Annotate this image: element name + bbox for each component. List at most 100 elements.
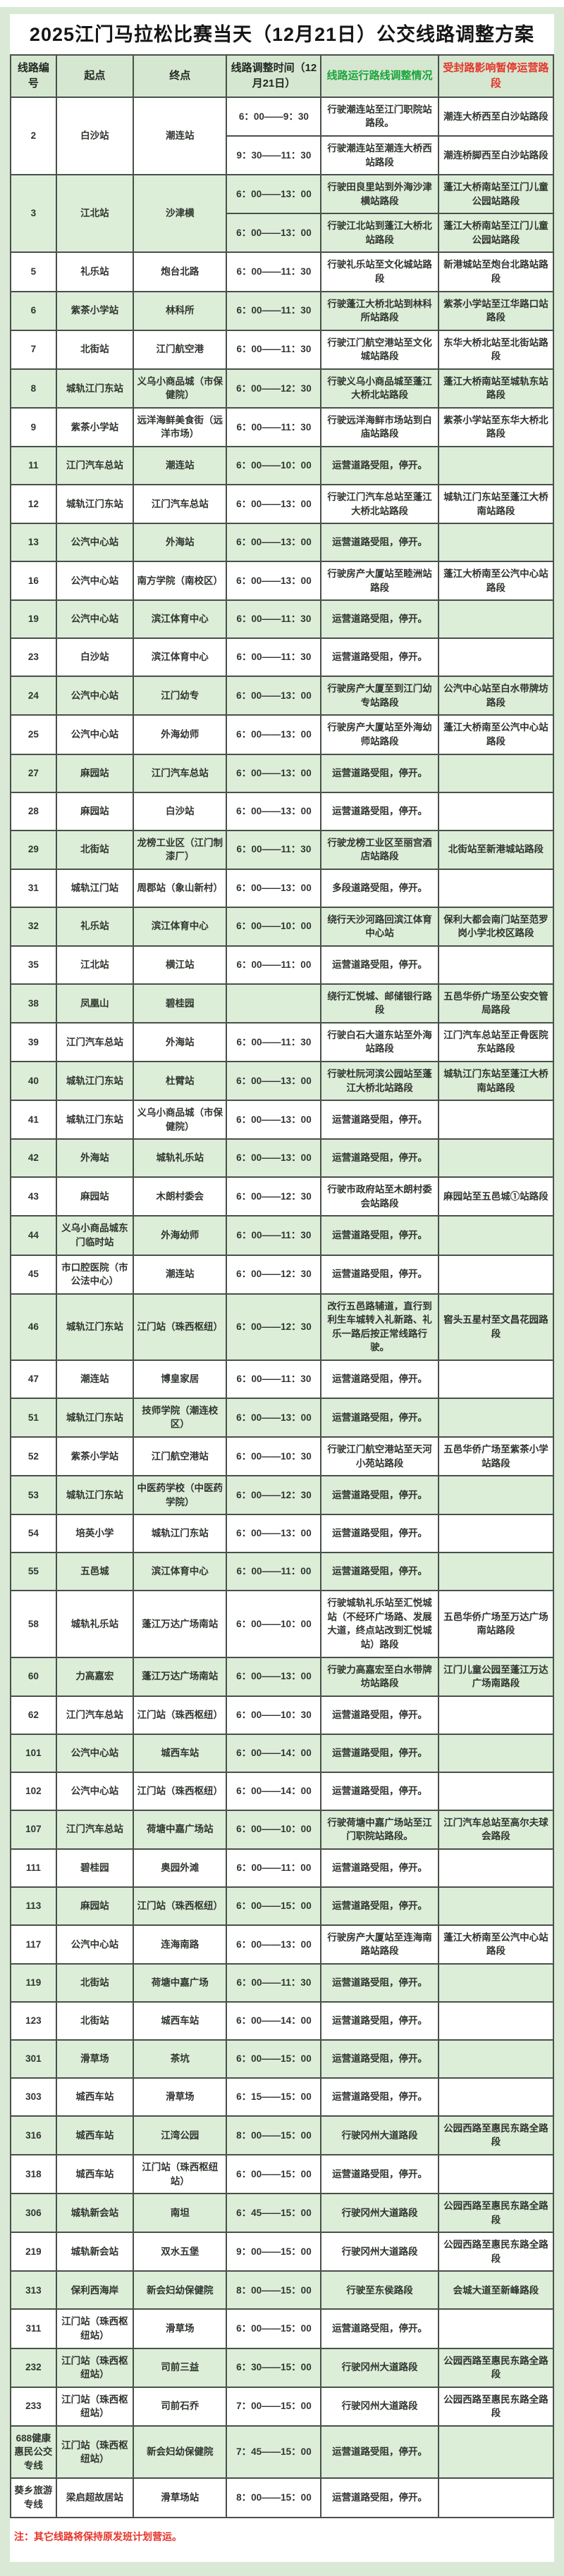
- cell-adjustment: 绕行汇悦城、邮储银行路段: [320, 983, 439, 1023]
- cell-route-no: 47: [10, 1359, 57, 1399]
- cell-start: 公汽中心站: [55, 714, 135, 755]
- cell-suspended: [437, 2477, 555, 2518]
- cell-route-no: 35: [10, 945, 57, 985]
- table-row: 60 力高嘉宏 蓬江万达广场南站 6：00——13：00 行驶力高嘉宏至白水带牌坊站路段…: [10, 1656, 555, 1697]
- cell-start: 紫茶小学站: [55, 406, 135, 448]
- cell-end: 滑草场: [132, 2308, 228, 2349]
- cell-adjustment: 运营道路受阻，停开。: [320, 1138, 439, 1178]
- cell-adjustment: 运营道路受阻，停开。: [320, 1100, 439, 1140]
- cell-time: 6：00——13：00: [226, 174, 322, 215]
- cell-adjustment: 运营道路受阻，停开。: [320, 1733, 439, 1773]
- table-row: 54 培英小学 城轨江门东站 6：00——13：00 运营道路受阻，停开。: [10, 1514, 555, 1554]
- notice-page: 2025江门马拉松比赛当天（12月21日）公交线路调整方案 线路编号 起点 终点…: [0, 7, 564, 2576]
- cell-time: 6：00——11：00: [226, 945, 322, 985]
- cell-start: 城西车站: [55, 2154, 135, 2195]
- cell-route-no: 232: [10, 2347, 57, 2388]
- cell-end: 龙榜工业区（江门制漆厂）: [132, 829, 228, 870]
- cell-start: 北街站: [55, 1962, 135, 2003]
- header-end: 终点: [132, 54, 228, 98]
- cell-suspended: [437, 1254, 555, 1295]
- cell-adjustment: 行驶冈州大道路段: [320, 2386, 439, 2427]
- cell-end: 义乌小商品城（市保健院）: [132, 368, 228, 409]
- cell-adjustment: 行驶龙榜工业区至丽宫酒店站路段: [320, 829, 439, 870]
- cell-route-no: 13: [10, 523, 57, 563]
- cell-adjustment: 行驶白石大道东站至外海站路段: [320, 1021, 439, 1063]
- table-row: 102 公汽中心站 江门站（珠西枢纽） 6：00——14：00 运营道路受阻，停开。: [10, 1771, 555, 1811]
- cell-route-no: 54: [10, 1514, 57, 1554]
- cell-start: 城轨江门东站: [55, 1061, 135, 1102]
- cell-suspended: 会城大道至新峰路段: [437, 2270, 555, 2310]
- cell-end: 司前石乔: [132, 2386, 228, 2427]
- cell-suspended: 潮连大桥西至白沙站路段: [437, 96, 555, 137]
- cell-route-no: 25: [10, 714, 57, 755]
- cell-end: 江门站（珠西枢纽站）: [132, 2154, 228, 2195]
- cell-adjustment: 改行五邑路辅道，直行到利生车城转入礼新路、礼乐一路后按正常线路行驶。: [320, 1293, 439, 1361]
- table-row: 31 城轨江门站 周郡站（象山新村） 6：00——13：00 多段道路受阻，停开。: [10, 868, 555, 908]
- cell-time: 6：00——11：00: [226, 1848, 322, 1888]
- cell-adjustment: 行驶江北站到蓬江大桥北站路段: [320, 213, 439, 254]
- cell-adjustment: 行驶义乌小商品城至蓬江大桥北站路段: [320, 368, 439, 409]
- page-title: 2025江门马拉松比赛当天（12月21日）公交线路调整方案: [29, 24, 535, 45]
- cell-end: 蓬江万达广场南站: [132, 1656, 228, 1697]
- cell-route-no: 45: [10, 1254, 57, 1295]
- cell-time: 6：00——12：30: [226, 1254, 322, 1295]
- cell-adjustment: 行驶冈州大道路段: [320, 2115, 439, 2156]
- cell-end: 周郡站（象山新村）: [132, 868, 228, 908]
- cell-suspended: 江门儿童公园至蓬江万达广场南路段: [437, 1656, 555, 1697]
- table-row: 42 外海站 城轨礼乐站 6：00——13：00 运营道路受阻，停开。: [10, 1138, 555, 1178]
- cell-adjustment: 行驶冈州大道路段: [320, 2347, 439, 2388]
- table-row: 11 江门汽车总站 潮连站 6：00——10：00 运营道路受阻，停开。: [10, 446, 555, 486]
- table-row: 52 紫茶小学站 江门航空港站 6：00——10：30 行驶江门航空港站至天河小苑站路段…: [10, 1436, 555, 1477]
- table-row: 6：00——13：00 行驶江北站到蓬江大桥北站路段 蓬江大桥南站至江门儿童公园站路…: [11, 213, 555, 254]
- cell-start: 北街站: [55, 829, 135, 870]
- cell-adjustment: 行驶江门航空港站至天河小苑站路段: [320, 1436, 439, 1477]
- cell-adjustment: 运营道路受阻，停开。: [320, 2039, 439, 2079]
- cell-time: 6：00——10：00: [226, 906, 322, 947]
- cell-start: 公汽中心站: [55, 1771, 135, 1811]
- table-row: 219 城轨新会站 双水五堡 9：00——15：00 行驶冈州大道路段 公园西路至惠民东路…: [10, 2232, 555, 2272]
- cell-suspended: 公园西路至惠民东路全路段: [437, 2193, 555, 2234]
- cell-end: 司前三益: [132, 2347, 228, 2388]
- cell-adjustment: 运营道路受阻，停开。: [320, 1475, 439, 1516]
- cell-adjustment: 行驶田良里站到外海沙津横站路段: [320, 174, 439, 215]
- cell-start: 城轨新会站: [55, 2232, 135, 2272]
- cell-suspended: [437, 1138, 555, 1178]
- cell-adjustment: 行驶杜阮河滨公园站至蓬江大桥北站路段: [320, 1061, 439, 1102]
- cell-time: 6：00——13：00: [226, 1138, 322, 1178]
- cell-start: 江北站: [55, 945, 135, 985]
- cell-start: 公汽中心站: [55, 561, 135, 602]
- table-header-row: 线路编号 起点 终点 线路调整时间（12月21日） 线路运行路线调整情况 受封路…: [10, 54, 555, 98]
- cell-time: 6：00——13：00: [226, 676, 322, 716]
- cell-route-no: 60: [10, 1656, 57, 1697]
- cell-route-no: 117: [10, 1924, 57, 1965]
- cell-time: 7：00——15：00: [226, 2386, 322, 2427]
- cell-time: 6：00——13：00: [226, 868, 322, 908]
- cell-time: 6：00——13：00: [226, 791, 322, 831]
- table-row: 39 江门汽车总站 外海站 6：00——11：30 行驶白石大道东站至外海站路段 江门汽车…: [10, 1021, 555, 1063]
- cell-route-no: 39: [10, 1021, 57, 1063]
- cell-end: 外海站: [132, 1021, 228, 1063]
- cell-adjustment: 行驶房产大厦站至睦洲站路段: [320, 561, 439, 602]
- cell-route-no: 6: [10, 290, 57, 331]
- table-row: 41 城轨江门东站 义乌小商品城（市保健院） 6：00——13：00 运营道路受阻，停开…: [10, 1100, 555, 1140]
- cell-start: 城轨江门东站: [55, 1475, 135, 1516]
- cell-adjustment: 运营道路受阻，停开。: [320, 753, 439, 793]
- top-margin-strip: [0, 0, 564, 7]
- table-row: 9 紫茶小学站 远洋海鲜美食街（远洋市场） 6：00——11：30 行驶远洋海鲜市场站到…: [10, 406, 555, 448]
- cell-adjustment: 运营道路受阻，停开。: [320, 1514, 439, 1554]
- cell-start: 外海站: [55, 1138, 135, 1178]
- cell-suspended: [437, 1771, 555, 1811]
- cell-suspended: [437, 1886, 555, 1926]
- cell-adjustment: 行驶至东侯路段: [320, 2270, 439, 2310]
- cell-adjustment: 运营道路受阻，停开。: [320, 1397, 439, 1438]
- cell-suspended: 东华大桥北站至北街站路段: [437, 329, 555, 370]
- table-row: 311 江门站（珠西枢纽站） 滑草场 6：00——15：00 运营道路受阻，停开。: [10, 2308, 555, 2349]
- cell-adjustment: 行驶江门航空港站至文化城站路段: [320, 329, 439, 370]
- table-row: 7 北街站 江门航空港 6：00——11：30 行驶江门航空港站至文化城站路段 东华大桥北…: [10, 329, 555, 370]
- table-row: 51 城轨江门东站 技师学院（潮连校区） 6：00——13：00 运营道路受阻，停开。: [10, 1397, 555, 1438]
- table-row: 53 城轨江门东站 中医药学校（中医药学院） 6：00——12：30 运营道路受阻，停开…: [10, 1475, 555, 1516]
- table-row: 313 保利西海岸 新会妇幼保健院 8：00——15：00 行驶至东侯路段 会城大道至新峰…: [10, 2270, 555, 2310]
- cell-suspended: [437, 2001, 555, 2041]
- cell-time: 7：45——15：00: [226, 2425, 322, 2479]
- footnote: 注：其它线路将保持原发班计划营运。: [10, 2518, 554, 2562]
